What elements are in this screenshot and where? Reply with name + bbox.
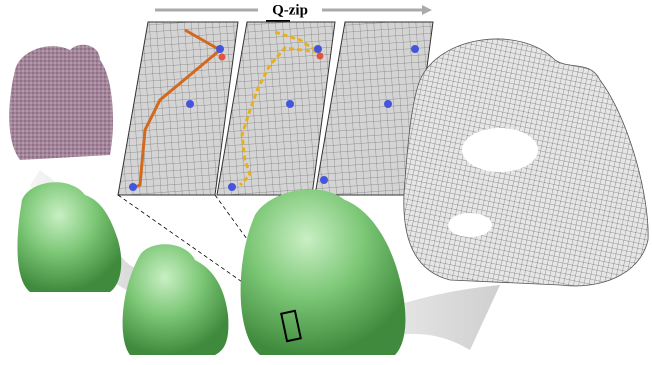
green-model: [17, 182, 121, 292]
input-model: [9, 45, 113, 160]
arrow-head: [422, 5, 432, 15]
title: Q-zip: [272, 2, 308, 18]
figure: Q-zip (() => { const data = JSON.parse(d…: [0, 0, 652, 365]
green-model: [241, 189, 406, 355]
mesh-hole: [448, 213, 492, 237]
mesh-hole: [462, 128, 538, 172]
